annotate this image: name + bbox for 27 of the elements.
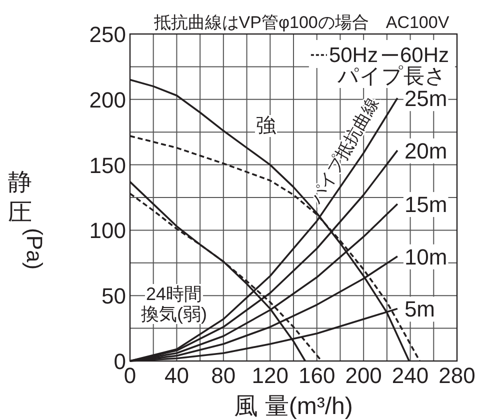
- y-tick-label: 150: [89, 152, 126, 178]
- y-tick-label: 100: [89, 218, 126, 244]
- x-tick-label: 160: [298, 363, 336, 388]
- chart-title: 抵抗曲線はVP管φ100の場合 AC100V: [152, 13, 450, 32]
- y-tick-label: 250: [89, 22, 126, 47]
- annotation: 24時間: [146, 284, 202, 304]
- x-tick-label: 280: [438, 363, 476, 388]
- y-tick-label: 200: [89, 87, 126, 112]
- x-tick-label: 200: [345, 363, 382, 388]
- x-tick-label: 120: [252, 363, 288, 388]
- x-tick-label: 80: [211, 363, 236, 388]
- annotation: パイプ抵抗曲線: [306, 94, 382, 208]
- series-label: 10m: [404, 244, 448, 270]
- legend-label: 60Hz: [400, 44, 449, 67]
- annotation: 換気(弱): [141, 304, 207, 324]
- series-label: 20m: [404, 138, 448, 164]
- x-tick-label: 240: [392, 363, 429, 388]
- y-axis-title: 静圧(Pa): [8, 169, 47, 270]
- annotation: 強: [256, 115, 276, 137]
- y-tick-label: 50: [102, 284, 126, 309]
- x-axis-title: 風 量(m³/h): [234, 393, 353, 420]
- x-tick-label: 40: [164, 363, 189, 388]
- legend-label: 50Hz: [328, 44, 378, 67]
- series-label: 25m: [404, 86, 448, 112]
- annotation: パイプ長さ: [336, 65, 446, 88]
- series-label: 5m: [404, 296, 435, 322]
- series-label: 15m: [404, 192, 448, 218]
